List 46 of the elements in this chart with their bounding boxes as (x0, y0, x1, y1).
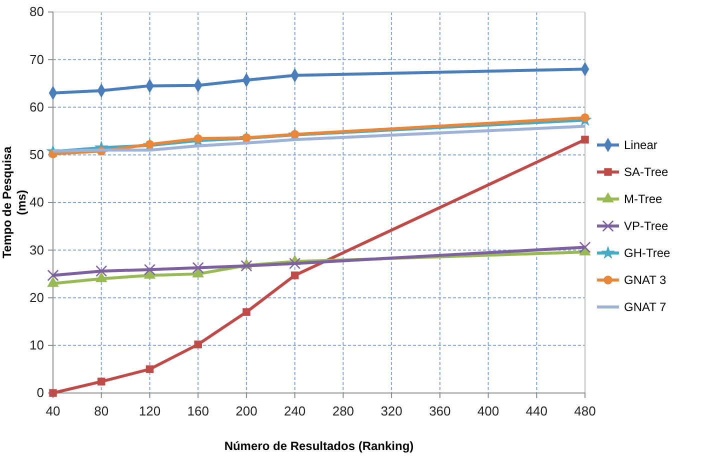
legend-label: GNAT 3 (624, 273, 667, 288)
y-tick-label: 50 (30, 147, 44, 162)
y-tick-label: 30 (30, 242, 44, 258)
legend-label: VP-Tree (624, 219, 669, 234)
y-tick-label: 80 (30, 4, 44, 20)
point (242, 133, 251, 142)
point (242, 308, 250, 316)
x-tick-label: 320 (380, 403, 402, 418)
y-tick-label: 0 (36, 385, 44, 400)
legend-label: GNAT 7 (624, 300, 667, 314)
point (581, 136, 589, 144)
point (194, 134, 202, 144)
legend-label: GH-Tree (624, 246, 671, 260)
point (240, 260, 252, 272)
y-tick-label: 60 (30, 99, 44, 114)
x-tick-label: 280 (332, 403, 354, 418)
x-tick-label: 240 (284, 403, 306, 418)
point (579, 242, 591, 254)
y-tick-label: 70 (30, 52, 44, 67)
x-tick-label: 360 (429, 403, 451, 418)
x-tick-label: 440 (526, 403, 548, 418)
legend-label: M-Tree (624, 192, 663, 206)
point (194, 340, 202, 348)
x-axis-title: Número de Resultados (Ranking) (224, 439, 414, 453)
y-tick-label: 20 (30, 290, 44, 305)
legend-label: SA-Tree (624, 165, 669, 180)
point (289, 258, 301, 270)
y-tick-label: 10 (30, 338, 44, 353)
x-tick-label: 400 (477, 403, 500, 418)
x-tick-label: 120 (138, 403, 161, 418)
x-tick-label: 480 (574, 403, 596, 418)
y-axis-title: Tempo de Pesquisa (ms) (0, 146, 28, 258)
point (47, 270, 59, 282)
x-tick-label: 40 (46, 403, 60, 418)
point (144, 264, 156, 276)
point (290, 271, 299, 280)
point (96, 265, 108, 277)
x-tick-label: 80 (94, 403, 109, 418)
point (49, 389, 57, 397)
x-tick-label: 160 (187, 403, 209, 418)
legend-label: Linear (624, 138, 658, 152)
point (146, 365, 154, 374)
y-tick-label: 40 (30, 194, 44, 210)
point (97, 378, 106, 386)
x-tick-label: 200 (236, 403, 258, 418)
point (192, 262, 204, 274)
